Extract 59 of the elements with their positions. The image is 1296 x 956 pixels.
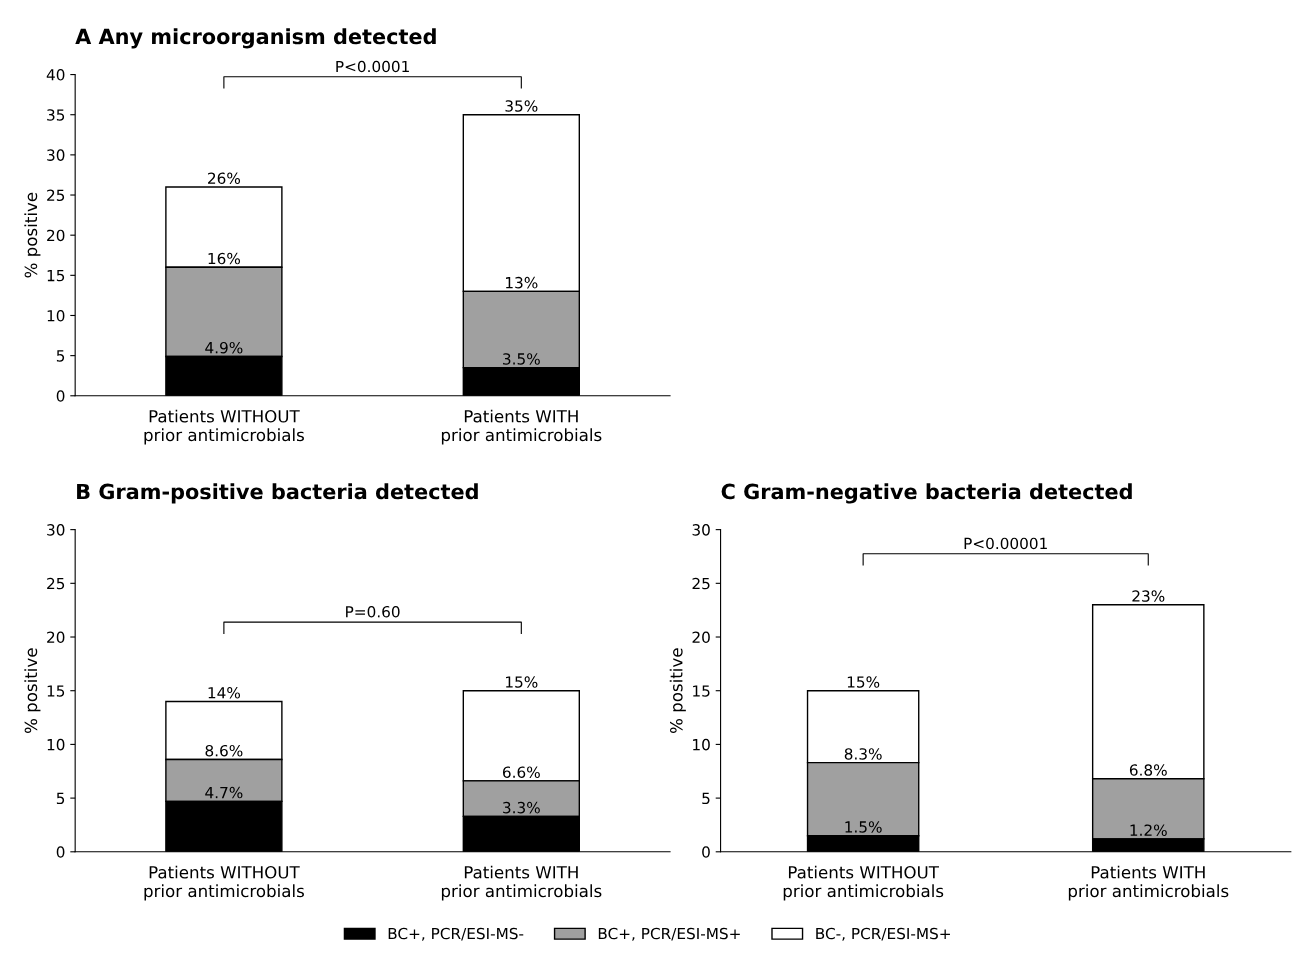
- annotation: 1.2%: [1130, 824, 1167, 836]
- annotation: 4.9%: [205, 341, 243, 354]
- y-tick-label: 10: [47, 738, 65, 751]
- x-tick-label: Patients WITHOUT prior antimicrobials: [783, 865, 944, 901]
- legend-label: BC+, PCR/ESI-MS+: [598, 927, 740, 941]
- y-tick-label: 5: [702, 792, 710, 805]
- x-tick-label: Patients WITHOUT prior antimicrobials: [144, 409, 304, 445]
- y-tick-label: 15: [693, 685, 710, 697]
- text: P<0.0001: [336, 60, 409, 73]
- y-tick-label: 0: [56, 846, 65, 858]
- annotation: 26%: [208, 172, 241, 185]
- annotation: 15%: [847, 676, 880, 688]
- y-tick-label: 20: [47, 229, 65, 242]
- y-tick-label: 40: [46, 69, 65, 81]
- annotation: 6.8%: [1129, 764, 1167, 776]
- y-tick-label: 30: [692, 524, 710, 536]
- annotation: 14%: [208, 686, 241, 699]
- y-tick-label: 25: [692, 577, 710, 590]
- chart-title: A Any microorganism detected: [75, 28, 436, 49]
- annotation: 15%: [506, 676, 538, 688]
- y-axis-title: % positive: [24, 192, 41, 278]
- annotation: 35%: [505, 100, 538, 112]
- x-tick-label: Patients WITH prior antimicrobials: [441, 865, 602, 901]
- chart-title: B Gram-positive bacteria detected: [77, 483, 478, 504]
- y-tick-label: 10: [47, 309, 65, 322]
- annotation: 8.3%: [844, 748, 882, 760]
- annotation: 8.6%: [205, 744, 243, 757]
- legend-label: BC+, PCR/ESI-MS-: [388, 927, 524, 941]
- annotation: P=0.60: [346, 605, 400, 618]
- y-tick-label: 5: [56, 792, 65, 805]
- x-tick-label: Patients WITH prior antimicrobials: [441, 409, 602, 445]
- y-tick-label: 10: [693, 738, 710, 751]
- y-axis-title: % positive: [24, 648, 41, 734]
- legend-label: BC-, PCR/ESI-MS+: [816, 927, 950, 941]
- annotation: 23%: [1132, 590, 1165, 602]
- y-tick-label: 15: [47, 685, 65, 697]
- y-tick-label: 30: [47, 149, 65, 161]
- y-tick-label: 0: [702, 846, 710, 858]
- annotation: 16%: [208, 252, 241, 265]
- annotation: 3.5%: [503, 353, 540, 365]
- chart-title: C Gram-negative bacteria detected: [721, 483, 1132, 504]
- annotation: 6.6%: [502, 766, 540, 778]
- annotation: 4.7%: [205, 786, 243, 799]
- y-tick-label: 35: [47, 109, 65, 121]
- y-tick-label: 20: [47, 631, 65, 644]
- annotation: 13%: [506, 276, 538, 289]
- y-tick-label: 15: [47, 269, 65, 282]
- x-tick-label: Patients WITHOUT prior antimicrobials: [144, 865, 304, 901]
- x-tick-label: Patients WITH prior antimicrobials: [1068, 865, 1229, 901]
- annotation: 1.5%: [845, 821, 882, 833]
- annotation: 3.3%: [503, 801, 540, 814]
- y-tick-label: 25: [47, 577, 65, 590]
- y-tick-label: 25: [47, 189, 65, 202]
- y-tick-label: 30: [47, 524, 65, 536]
- annotation: P<0.00001: [964, 537, 1047, 550]
- y-tick-label: 5: [56, 350, 65, 362]
- y-axis-title: % positive: [669, 648, 686, 734]
- y-tick-label: 0: [56, 390, 65, 402]
- y-tick-label: 20: [692, 631, 710, 644]
